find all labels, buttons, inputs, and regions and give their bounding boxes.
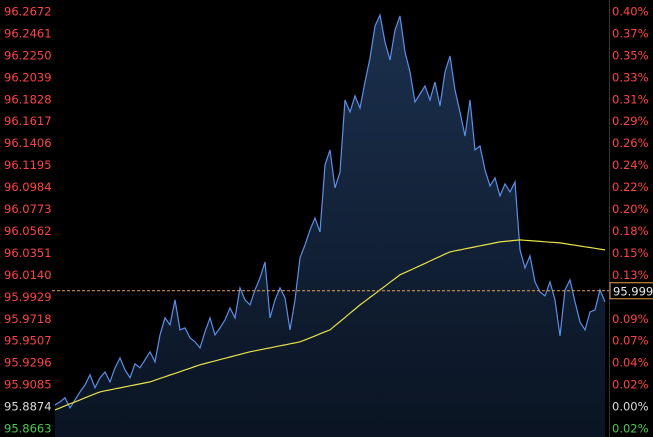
y-tick-label: 96.0562 <box>4 224 52 238</box>
y2-tick-label: 0.02% <box>612 378 649 392</box>
y-tick-label: 96.1195 <box>4 158 52 172</box>
y2-tick-label: 0.24% <box>612 158 649 172</box>
y2-tick-label: 0.29% <box>612 114 649 128</box>
y2-tick-label: 0.20% <box>612 202 649 216</box>
y2-tick-label: 0.02% <box>612 422 649 436</box>
last-price-label: 95.9992 <box>613 284 653 298</box>
y-tick-label: 96.1617 <box>4 114 52 128</box>
y-tick-label: 96.2461 <box>4 26 52 40</box>
y-tick-label: 95.9296 <box>4 356 52 370</box>
y2-tick-label: 0.33% <box>612 70 649 84</box>
y-tick-label: 95.9507 <box>4 334 52 348</box>
y-tick-label: 96.2250 <box>4 48 52 62</box>
y-tick-label: 96.0984 <box>4 180 52 194</box>
y-tick-label: 96.0773 <box>4 202 52 216</box>
y2-tick-label: 0.04% <box>612 356 649 370</box>
price-line <box>54 13 606 410</box>
y-tick-label: 96.2039 <box>4 70 52 84</box>
y2-tick-label: 0.31% <box>612 92 649 106</box>
y2-tick-label: 0.13% <box>612 268 649 282</box>
y2-tick-label: 0.40% <box>612 5 649 19</box>
y2-tick-label: 0.09% <box>612 312 649 326</box>
y-tick-label: 95.8663 <box>4 422 52 436</box>
y-tick-label: 95.9718 <box>4 312 52 326</box>
y2-tick-label: 0.07% <box>612 334 649 348</box>
y2-tick-label: 0.00% <box>612 400 649 414</box>
y-tick-label: 96.0140 <box>4 268 52 282</box>
last-price-tag <box>609 282 653 300</box>
y-tick-label: 96.2672 <box>4 5 52 19</box>
y-tick-label: 96.1828 <box>4 92 52 106</box>
y2-tick-label: 0.26% <box>612 136 649 150</box>
y2-tick-label: 0.35% <box>612 48 649 62</box>
average-line <box>54 239 606 411</box>
y-tick-label: 95.9929 <box>4 290 52 304</box>
y2-tick-label: 0.22% <box>612 180 649 194</box>
y-tick-label: 96.0351 <box>4 246 52 260</box>
y2-tick-label: 0.18% <box>612 224 649 238</box>
y-tick-label: 95.8874 <box>4 400 52 414</box>
y-tick-label: 95.9085 <box>4 378 52 392</box>
y-tick-label: 96.1406 <box>4 136 52 150</box>
y2-tick-label: 0.37% <box>612 26 649 40</box>
y2-tick-label: 0.15% <box>612 246 649 260</box>
